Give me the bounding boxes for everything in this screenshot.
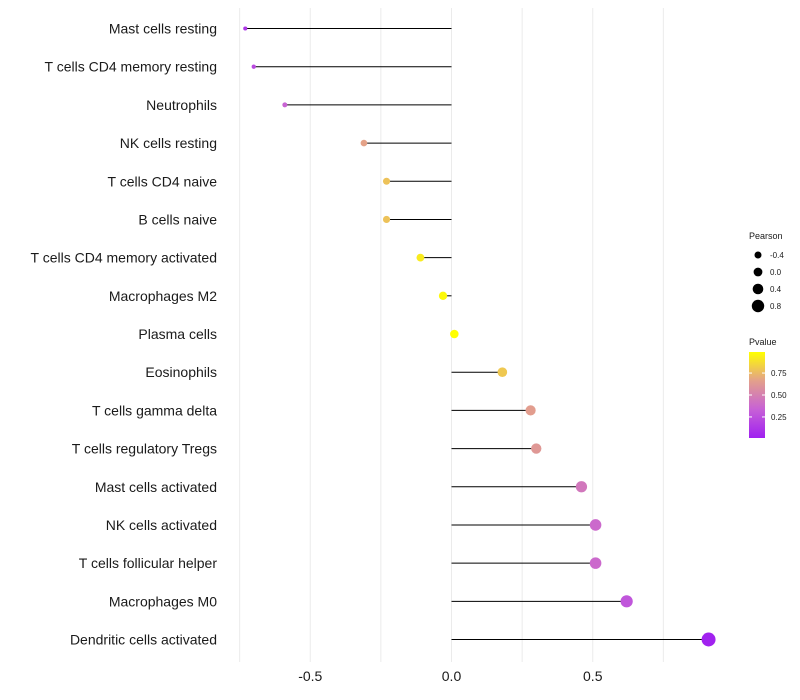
data-point [620, 595, 633, 608]
category-label: Mast cells activated [95, 479, 217, 495]
points [243, 26, 716, 647]
data-point [525, 405, 536, 416]
size-legend-key [751, 299, 765, 313]
color-legend: Pvalue 0.25 0.50 0.75 [749, 337, 787, 438]
data-point [701, 632, 716, 647]
category-label: NK cells activated [106, 517, 217, 533]
color-legend-label: 0.25 [771, 413, 787, 422]
category-label: Eosinophils [145, 364, 217, 380]
x-tick-label: 0.0 [442, 668, 462, 684]
size-legend-label: 0.0 [770, 268, 782, 277]
data-point [575, 481, 588, 493]
size-legend: Pearson -0.4 0.0 0.4 0.8 [749, 231, 784, 313]
data-point [531, 443, 542, 454]
color-bar [749, 352, 765, 438]
color-legend-title: Pvalue [749, 337, 777, 347]
grid-lines [239, 8, 664, 662]
category-label: Mast cells resting [109, 21, 217, 37]
data-point [382, 215, 391, 223]
category-label: T cells gamma delta [92, 402, 217, 418]
color-legend-label: 0.75 [771, 369, 787, 378]
category-labels: Mast cells resting T cells CD4 memory res… [31, 21, 218, 648]
x-tick-label: 0.5 [583, 668, 603, 684]
size-legend-key [753, 267, 763, 277]
x-tick-label: -0.5 [298, 668, 322, 684]
size-legend-key [754, 251, 762, 259]
data-point [450, 329, 459, 339]
size-legend-label: 0.4 [770, 285, 782, 294]
data-point [497, 367, 508, 377]
data-point [438, 291, 448, 300]
category-label: Plasma cells [138, 326, 217, 342]
data-point [589, 519, 602, 531]
category-label: NK cells resting [120, 135, 217, 151]
size-legend-label: -0.4 [770, 251, 784, 260]
category-label: T cells CD4 memory resting [45, 59, 217, 75]
size-legend-label: 0.8 [770, 302, 782, 311]
data-point [416, 253, 425, 262]
category-label: T cells follicular helper [79, 555, 218, 571]
category-label: Macrophages M0 [109, 593, 217, 609]
data-point [251, 64, 256, 69]
category-label: T cells regulatory Tregs [72, 441, 217, 457]
category-label: Macrophages M2 [109, 288, 217, 304]
data-point [360, 139, 368, 147]
stems [245, 28, 709, 640]
x-tick-labels: -0.5 0.0 0.5 [298, 668, 603, 684]
size-legend-title: Pearson [749, 231, 783, 241]
color-legend-label: 0.50 [771, 391, 787, 400]
category-label: T cells CD4 naive [108, 173, 218, 189]
data-point [382, 177, 391, 185]
data-point [243, 26, 248, 31]
category-label: Neutrophils [146, 97, 217, 113]
data-point [282, 102, 288, 108]
data-point [589, 557, 602, 569]
category-label: Dendritic cells activated [70, 632, 217, 648]
size-legend-key [752, 283, 764, 295]
category-label: B cells naive [138, 211, 217, 227]
category-label: T cells CD4 memory activated [31, 250, 217, 266]
